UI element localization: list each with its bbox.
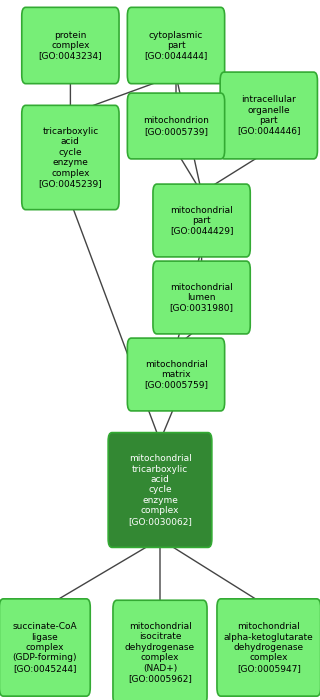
Text: mitochondrial
tricarboxylic
acid
cycle
enzyme
complex
[GO:0030062]: mitochondrial tricarboxylic acid cycle e…	[128, 454, 192, 526]
Text: intracellular
organelle
part
[GO:0044446]: intracellular organelle part [GO:0044446…	[237, 95, 300, 136]
Text: tricarboxylic
acid
cycle
enzyme
complex
[GO:0045239]: tricarboxylic acid cycle enzyme complex …	[38, 127, 102, 188]
FancyBboxPatch shape	[108, 433, 212, 547]
Text: cytoplasmic
part
[GO:0044444]: cytoplasmic part [GO:0044444]	[144, 31, 208, 60]
Text: mitochondrial
alpha-ketoglutarate
dehydrogenase
complex
[GO:0005947]: mitochondrial alpha-ketoglutarate dehydr…	[224, 622, 314, 673]
Text: mitochondrial
matrix
[GO:0005759]: mitochondrial matrix [GO:0005759]	[144, 360, 208, 389]
FancyBboxPatch shape	[127, 8, 225, 83]
FancyBboxPatch shape	[113, 601, 207, 700]
FancyBboxPatch shape	[127, 93, 225, 159]
FancyBboxPatch shape	[220, 72, 317, 159]
Text: mitochondrion
[GO:0005739]: mitochondrion [GO:0005739]	[143, 116, 209, 136]
FancyBboxPatch shape	[22, 106, 119, 210]
FancyBboxPatch shape	[153, 261, 250, 334]
FancyBboxPatch shape	[127, 338, 225, 411]
FancyBboxPatch shape	[153, 184, 250, 257]
Text: mitochondrial
lumen
[GO:0031980]: mitochondrial lumen [GO:0031980]	[170, 283, 234, 312]
Text: mitochondrial
isocitrate
dehydrogenase
complex
(NAD+)
[GO:0005962]: mitochondrial isocitrate dehydrogenase c…	[125, 622, 195, 683]
Text: succinate-CoA
ligase
complex
(GDP-forming)
[GO:0045244]: succinate-CoA ligase complex (GDP-formin…	[12, 622, 77, 673]
Text: mitochondrial
part
[GO:0044429]: mitochondrial part [GO:0044429]	[170, 206, 233, 235]
FancyBboxPatch shape	[217, 598, 320, 696]
FancyBboxPatch shape	[0, 598, 90, 696]
Text: protein
complex
[GO:0043234]: protein complex [GO:0043234]	[39, 31, 102, 60]
FancyBboxPatch shape	[22, 8, 119, 83]
